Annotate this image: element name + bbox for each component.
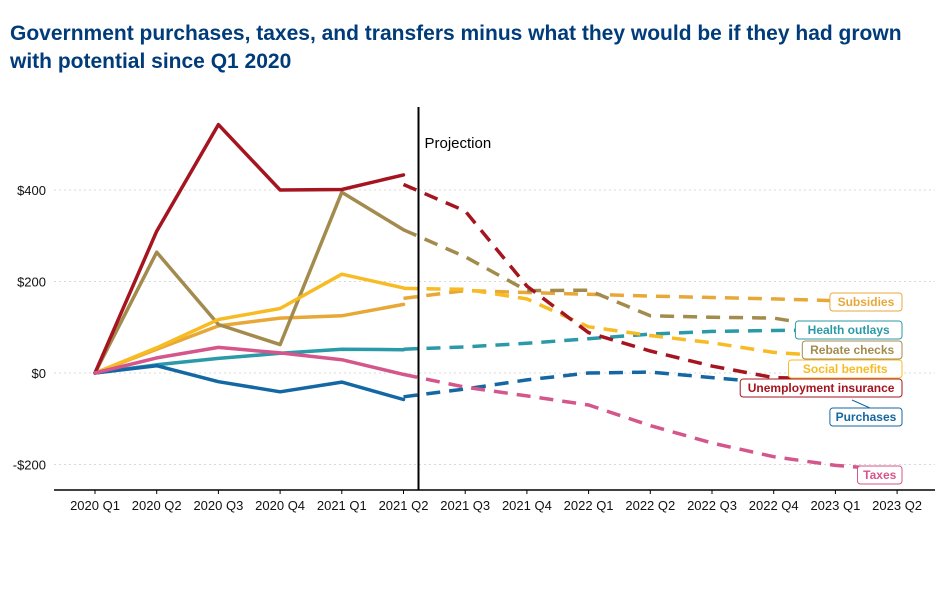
series-label-text: Taxes	[863, 468, 896, 482]
x-tick-label: 2020 Q1	[70, 498, 120, 513]
x-tick-label: 2021 Q4	[502, 498, 552, 513]
y-axis-tick-labels: $400 $200 $0 -$200	[13, 183, 46, 473]
series-label: Subsidies	[829, 292, 903, 312]
label-leader-line	[851, 399, 871, 409]
series-label-text: Rebate checks	[810, 343, 894, 357]
x-tick-label: 2022 Q1	[564, 498, 614, 513]
x-tick-label: 2021 Q2	[379, 498, 429, 513]
series-label-box	[801, 340, 903, 360]
series-label-text: Health outlays	[808, 323, 890, 337]
series-labels: Subsidies Health outlays Rebate checks Soci…	[739, 292, 903, 485]
series-label-box	[794, 320, 903, 340]
series-label: Rebate checks	[801, 340, 903, 360]
series-label-text: Purchases	[836, 410, 897, 424]
x-tick-label: 2020 Q4	[255, 498, 305, 513]
x-tick-label: 2022 Q2	[625, 498, 675, 513]
series-label: Social benefits	[788, 359, 903, 379]
series-label-text: Subsidies	[838, 295, 895, 309]
series-label: Taxes	[857, 465, 903, 485]
series-line-actual	[93, 363, 406, 402]
series-label: Purchases	[829, 407, 903, 427]
series-line-actual	[93, 122, 406, 375]
x-tick-label: 2022 Q4	[749, 498, 799, 513]
series-label-box	[857, 465, 903, 485]
x-tick-label: 2021 Q3	[440, 498, 490, 513]
series-label-text: Unemployment insurance	[748, 381, 895, 395]
x-axis-tick-labels: 2020 Q1 2020 Q2 2020 Q3 2020 Q4 2021 Q1 2021 …	[70, 490, 922, 513]
y-tick-label: $400	[17, 183, 46, 198]
gridlines	[54, 189, 935, 465]
series-label: Health outlays	[794, 320, 903, 340]
series-line-projected	[402, 228, 898, 336]
x-tick-label: 2022 Q3	[687, 498, 737, 513]
series-line-actual	[93, 345, 406, 377]
series-label: Unemployment insurance	[739, 378, 903, 398]
x-tick-label: 2020 Q2	[132, 498, 182, 513]
y-tick-label: -$200	[13, 458, 46, 473]
axes: Projection	[54, 107, 935, 491]
y-tick-label: $200	[17, 275, 46, 290]
y-tick-label: $0	[32, 366, 46, 381]
projection-label: Projection	[425, 135, 492, 152]
series-label-box	[829, 292, 903, 312]
series-label-box	[788, 359, 903, 379]
chart-title: Government purchases, taxes, and transfe…	[10, 22, 902, 73]
series-line-projected	[403, 372, 898, 472]
x-tick-label: 2023 Q2	[872, 498, 922, 513]
series-line-actual	[93, 190, 406, 375]
x-tick-label: 2020 Q3	[193, 498, 243, 513]
series-label-text: Social benefits	[803, 362, 888, 376]
series-label-box	[829, 407, 903, 427]
series-lines	[93, 122, 898, 472]
x-tick-label: 2021 Q1	[317, 498, 367, 513]
series-line-projected	[403, 370, 898, 399]
series-line-projected	[403, 328, 898, 351]
x-tick-label: 2023 Q1	[810, 498, 860, 513]
series-label-box	[739, 378, 903, 398]
series-line-actual	[93, 272, 406, 375]
